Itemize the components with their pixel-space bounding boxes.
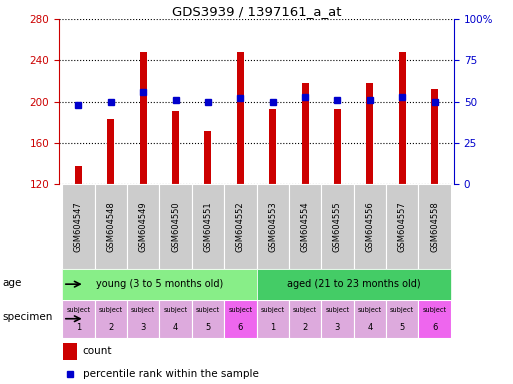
Bar (321, 300, 353, 338)
Text: 4: 4 (173, 323, 178, 332)
Bar (160, 300, 192, 338)
Bar (192, 300, 224, 338)
Bar (62, 300, 94, 338)
Text: subject: subject (66, 307, 90, 313)
Text: 3: 3 (335, 323, 340, 332)
Text: 2: 2 (303, 323, 308, 332)
Text: subject: subject (325, 307, 349, 313)
Text: subject: subject (390, 307, 415, 313)
Bar (334, 109, 341, 184)
Text: young (3 to 5 months old): young (3 to 5 months old) (96, 279, 223, 289)
Bar (289, 300, 321, 338)
Text: 1: 1 (270, 323, 275, 332)
Title: GDS3939 / 1397161_a_at: GDS3939 / 1397161_a_at (172, 5, 341, 18)
Text: GSM604556: GSM604556 (365, 201, 374, 252)
Text: GSM604552: GSM604552 (236, 201, 245, 252)
Text: subject: subject (164, 307, 188, 313)
Text: 5: 5 (400, 323, 405, 332)
Bar (94, 184, 127, 269)
Text: GSM604550: GSM604550 (171, 201, 180, 252)
Text: 4: 4 (367, 323, 372, 332)
Text: subject: subject (293, 307, 317, 313)
Bar (419, 300, 451, 338)
Text: GSM604553: GSM604553 (268, 201, 277, 252)
Text: GSM604547: GSM604547 (74, 201, 83, 252)
Bar (160, 184, 192, 269)
Bar (256, 269, 451, 300)
Bar (62, 184, 94, 269)
Bar (289, 184, 321, 269)
Text: 6: 6 (432, 323, 437, 332)
Text: subject: subject (228, 307, 252, 313)
Text: age: age (3, 278, 22, 288)
Bar (353, 184, 386, 269)
Text: 1: 1 (76, 323, 81, 332)
Text: GSM604557: GSM604557 (398, 201, 407, 252)
Text: subject: subject (423, 307, 447, 313)
Text: 3: 3 (141, 323, 146, 332)
Text: 2: 2 (108, 323, 113, 332)
Text: GSM604554: GSM604554 (301, 201, 309, 252)
Bar (75, 166, 82, 184)
Text: specimen: specimen (3, 312, 53, 322)
Text: subject: subject (196, 307, 220, 313)
Bar (399, 52, 406, 184)
Bar (63, 343, 77, 360)
Text: subject: subject (98, 307, 123, 313)
Bar (321, 184, 353, 269)
Bar (256, 300, 289, 338)
Bar (107, 119, 114, 184)
Bar (204, 131, 211, 184)
Bar (192, 184, 224, 269)
Bar (140, 52, 147, 184)
Text: GSM604551: GSM604551 (204, 201, 212, 252)
Bar (127, 184, 160, 269)
Bar (366, 83, 373, 184)
Text: subject: subject (261, 307, 285, 313)
Bar (127, 300, 160, 338)
Text: subject: subject (358, 307, 382, 313)
Bar (386, 300, 419, 338)
Text: 5: 5 (205, 323, 210, 332)
Text: percentile rank within the sample: percentile rank within the sample (83, 369, 259, 379)
Bar (419, 184, 451, 269)
Text: GSM604548: GSM604548 (106, 201, 115, 252)
Bar (224, 184, 256, 269)
Bar (236, 52, 244, 184)
Text: GSM604549: GSM604549 (139, 201, 148, 252)
Bar (431, 89, 438, 184)
Bar (269, 109, 276, 184)
Bar (62, 269, 256, 300)
Text: GSM604555: GSM604555 (333, 201, 342, 252)
Bar (172, 111, 179, 184)
Bar (302, 83, 309, 184)
Bar (94, 300, 127, 338)
Text: subject: subject (131, 307, 155, 313)
Text: count: count (83, 346, 112, 356)
Bar (256, 184, 289, 269)
Text: GSM604558: GSM604558 (430, 201, 439, 252)
Bar (386, 184, 419, 269)
Text: 6: 6 (238, 323, 243, 332)
Text: aged (21 to 23 months old): aged (21 to 23 months old) (287, 279, 421, 289)
Bar (353, 300, 386, 338)
Bar (224, 300, 256, 338)
